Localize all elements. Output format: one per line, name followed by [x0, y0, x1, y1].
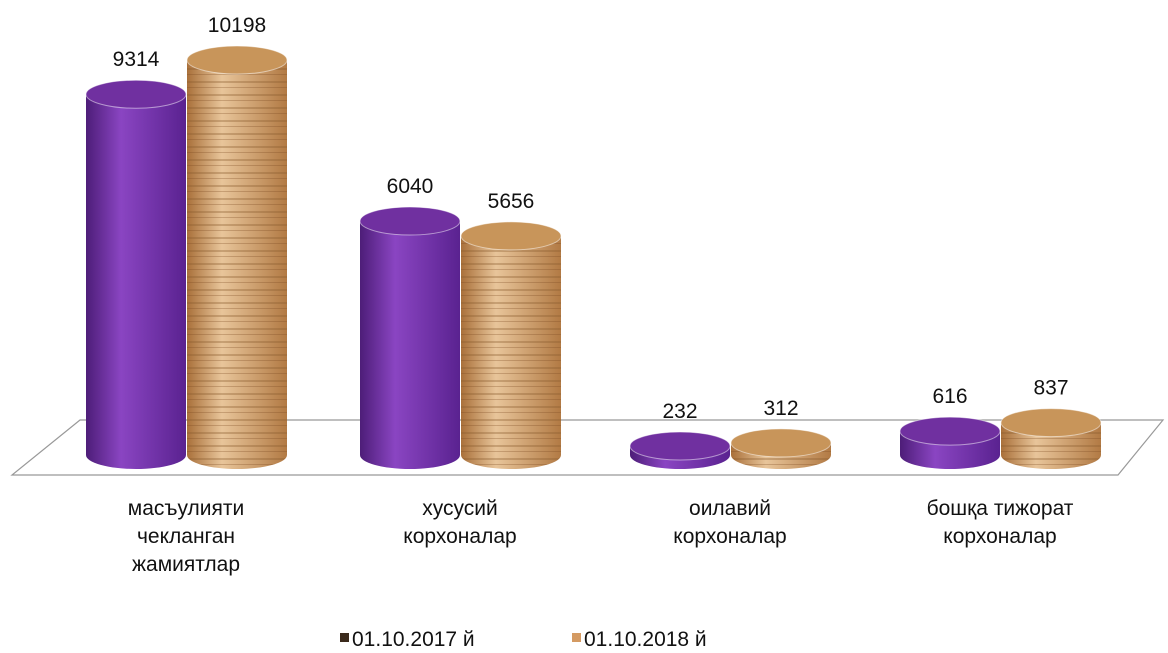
value-label: 5656: [488, 190, 535, 213]
value-label: 10198: [208, 14, 266, 37]
cylinder: [460, 221, 562, 469]
value-label: 232: [662, 400, 697, 423]
value-label: 616: [932, 385, 967, 408]
wood-grain: [187, 60, 287, 469]
legend-marker: [340, 633, 349, 642]
cylinder: [629, 431, 731, 469]
legend-label: 01.10.2018 й: [584, 628, 707, 651]
cylinder-top: [730, 428, 832, 458]
value-label: 6040: [387, 175, 434, 198]
cylinder: [899, 416, 1001, 469]
cylinder-top: [899, 416, 1001, 446]
cylinder: [186, 45, 288, 469]
x-tick-label: хусусий корхоналар: [403, 497, 517, 548]
cylinder-top: [1000, 408, 1102, 438]
value-label: 312: [763, 397, 798, 420]
cylinder-top: [629, 431, 731, 461]
cylinder-top: [186, 45, 288, 75]
cylinder: [359, 206, 461, 469]
x-tick-label: оилавий корхоналар: [673, 497, 787, 548]
cylinder: [85, 79, 187, 469]
cylinder-body: [86, 94, 186, 469]
cylinder-top: [359, 206, 461, 236]
cylinder-top: [460, 221, 562, 251]
legend-marker: [572, 633, 581, 642]
x-tick-label: масъулияти чекланган жамиятлар: [127, 497, 245, 576]
cylinder: [730, 428, 832, 469]
cylinder-top: [85, 79, 187, 109]
cylinder: [1000, 408, 1102, 469]
x-tick-label: бошқа тижорат корхоналар: [926, 497, 1074, 548]
value-label: 9314: [113, 48, 160, 71]
value-label: 837: [1033, 377, 1068, 400]
wood-grain: [461, 235, 561, 469]
legend-label: 01.10.2017 й: [352, 628, 475, 651]
cylinder-body: [360, 221, 460, 469]
floor: [10, 419, 1165, 476]
